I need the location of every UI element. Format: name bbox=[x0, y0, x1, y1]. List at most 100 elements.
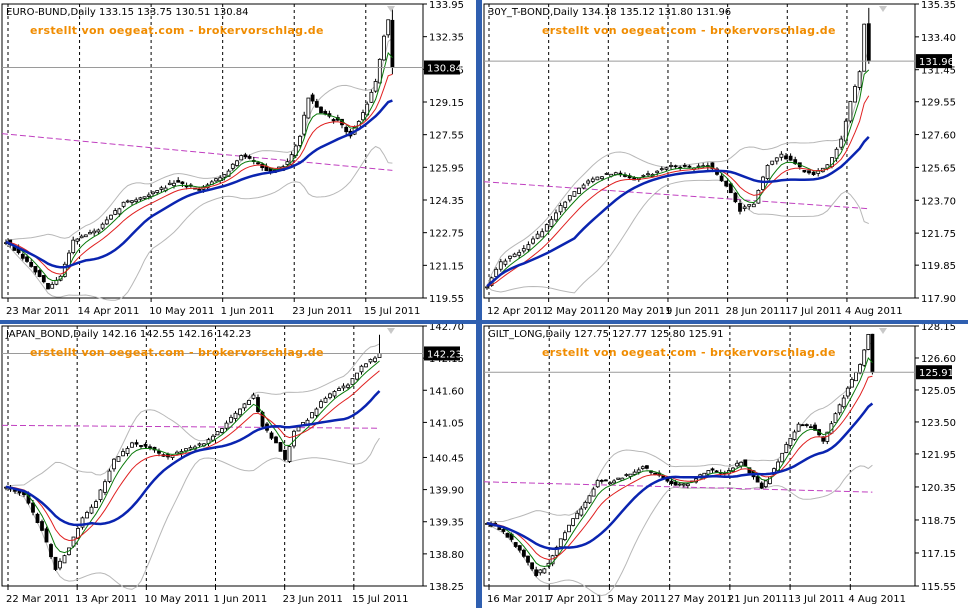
x-tick-label: 1 Jun 2011 bbox=[221, 306, 275, 317]
price-label: 131.96 bbox=[919, 57, 954, 68]
candle-body bbox=[572, 191, 577, 197]
candle-body bbox=[184, 448, 188, 452]
x-tick-label: 15 Jul 2011 bbox=[364, 306, 421, 317]
candle-body bbox=[310, 412, 314, 419]
candle-body bbox=[220, 428, 224, 433]
candle-body bbox=[143, 443, 148, 447]
candle-body bbox=[563, 532, 567, 541]
candle-body bbox=[739, 461, 744, 467]
chart-shift-marker bbox=[387, 6, 395, 12]
candle-body bbox=[58, 560, 62, 569]
bollinger-upper bbox=[5, 343, 380, 488]
candle-body bbox=[706, 470, 711, 475]
candle-body bbox=[677, 483, 682, 486]
candle-body bbox=[247, 156, 252, 159]
y-tick-label: 128.15 bbox=[921, 324, 956, 333]
price-label: 142.23 bbox=[427, 349, 462, 360]
y-tick-label: 123.70 bbox=[921, 196, 956, 207]
candle-body bbox=[302, 114, 307, 135]
chart-japan-bond[interactable]: 22 Mar 2011 13 Apr 2011 10 May 2011 1 Jun 2… bbox=[0, 324, 476, 608]
candle-body bbox=[513, 542, 518, 547]
candle-body bbox=[765, 164, 770, 179]
bollinger-lower bbox=[486, 179, 869, 294]
candle-body bbox=[310, 94, 315, 102]
candle-body bbox=[837, 404, 842, 414]
symbol-header: JAPAN_BOND,Daily 142.16 142.55 142.16 14… bbox=[5, 329, 251, 340]
candle-body bbox=[554, 546, 559, 556]
candle-body bbox=[526, 244, 531, 250]
chart-euro-bund[interactable]: 23 Mar 2011 14 Apr 2011 10 May 2011 1 Jun 2… bbox=[0, 0, 476, 320]
candle-body bbox=[180, 181, 185, 184]
watermark-text: erstellt von oegeat.com - brokervorschla… bbox=[30, 24, 324, 37]
panel-divider-vertical[interactable] bbox=[476, 0, 482, 608]
candle-body bbox=[109, 214, 113, 220]
candle-body bbox=[88, 232, 92, 235]
candle-body bbox=[685, 483, 690, 486]
y-tick-label: 139.35 bbox=[429, 518, 464, 529]
y-tick-label: 118.75 bbox=[921, 516, 956, 527]
candle-body bbox=[550, 555, 555, 565]
candle-body bbox=[373, 81, 378, 92]
candle-body bbox=[377, 58, 382, 84]
candle-body bbox=[841, 397, 846, 408]
candle-body bbox=[862, 349, 867, 366]
candle-body bbox=[531, 238, 535, 244]
candle-body bbox=[788, 155, 793, 161]
panel-30y-t-bond[interactable]: 12 Apr 2011 2 May 2011 20 May 2011 9 Jun 20… bbox=[482, 0, 968, 320]
candle-body bbox=[517, 545, 522, 551]
candle-body bbox=[796, 423, 801, 432]
candle-body bbox=[112, 458, 116, 470]
candle-body bbox=[256, 397, 260, 413]
candle-body bbox=[530, 562, 534, 570]
panel-euro-bund[interactable]: 23 Mar 2011 14 Apr 2011 10 May 2011 1 Jun 2… bbox=[0, 0, 476, 320]
candle-body bbox=[710, 468, 715, 471]
bollinger-upper bbox=[486, 341, 873, 524]
candle-body bbox=[62, 555, 67, 564]
candle-body bbox=[542, 568, 547, 574]
candle-body bbox=[278, 442, 283, 452]
chart-shift-marker bbox=[879, 6, 887, 12]
candle-body bbox=[242, 403, 247, 409]
candle-body bbox=[296, 426, 301, 432]
panel-divider-horizontal[interactable] bbox=[0, 320, 968, 324]
y-tick-label: 124.35 bbox=[429, 196, 464, 207]
candle-body bbox=[577, 187, 581, 194]
watermark-text: erstellt von oegeat.com - brokervorschla… bbox=[542, 24, 836, 37]
candle-body bbox=[540, 231, 545, 238]
panel-japan-bond[interactable]: 22 Mar 2011 13 Apr 2011 10 May 2011 1 Jun 2… bbox=[0, 324, 476, 608]
candle-body bbox=[125, 448, 130, 454]
plot-area bbox=[1, 325, 424, 587]
candle-body bbox=[655, 170, 660, 174]
candle-body bbox=[599, 479, 604, 482]
candle-body bbox=[728, 183, 733, 194]
panel-gilt-long[interactable]: 16 Mar 2011 7 Apr 2011 5 May 2011 27 May 20… bbox=[482, 324, 968, 608]
candle-body bbox=[100, 223, 105, 229]
y-tick-label: 139.90 bbox=[429, 486, 464, 497]
candle-body bbox=[332, 391, 337, 397]
sma-slow-line bbox=[486, 136, 870, 288]
candle-body bbox=[125, 200, 130, 203]
candle-body bbox=[107, 470, 112, 482]
ema-mid-line bbox=[486, 95, 870, 287]
candle-body bbox=[774, 157, 779, 162]
candle-body bbox=[373, 357, 377, 362]
candle-body bbox=[390, 19, 395, 68]
candle-body bbox=[738, 202, 742, 212]
candle-body bbox=[37, 270, 42, 278]
candle-body bbox=[554, 212, 558, 221]
candle-body bbox=[659, 168, 664, 171]
candle-body bbox=[508, 255, 512, 259]
candle-body bbox=[146, 194, 151, 197]
candle-body bbox=[50, 283, 55, 289]
y-tick-label: 133.40 bbox=[921, 33, 956, 44]
candle-body bbox=[75, 238, 80, 242]
candle-body bbox=[239, 155, 244, 161]
candle-body bbox=[821, 436, 826, 442]
x-tick-label: 10 May 2011 bbox=[149, 306, 214, 317]
x-tick-label: 12 Apr 2011 bbox=[487, 306, 549, 317]
candle-body bbox=[866, 23, 871, 62]
y-tick-label: 131.45 bbox=[921, 66, 956, 77]
long-ma-line bbox=[483, 481, 873, 493]
